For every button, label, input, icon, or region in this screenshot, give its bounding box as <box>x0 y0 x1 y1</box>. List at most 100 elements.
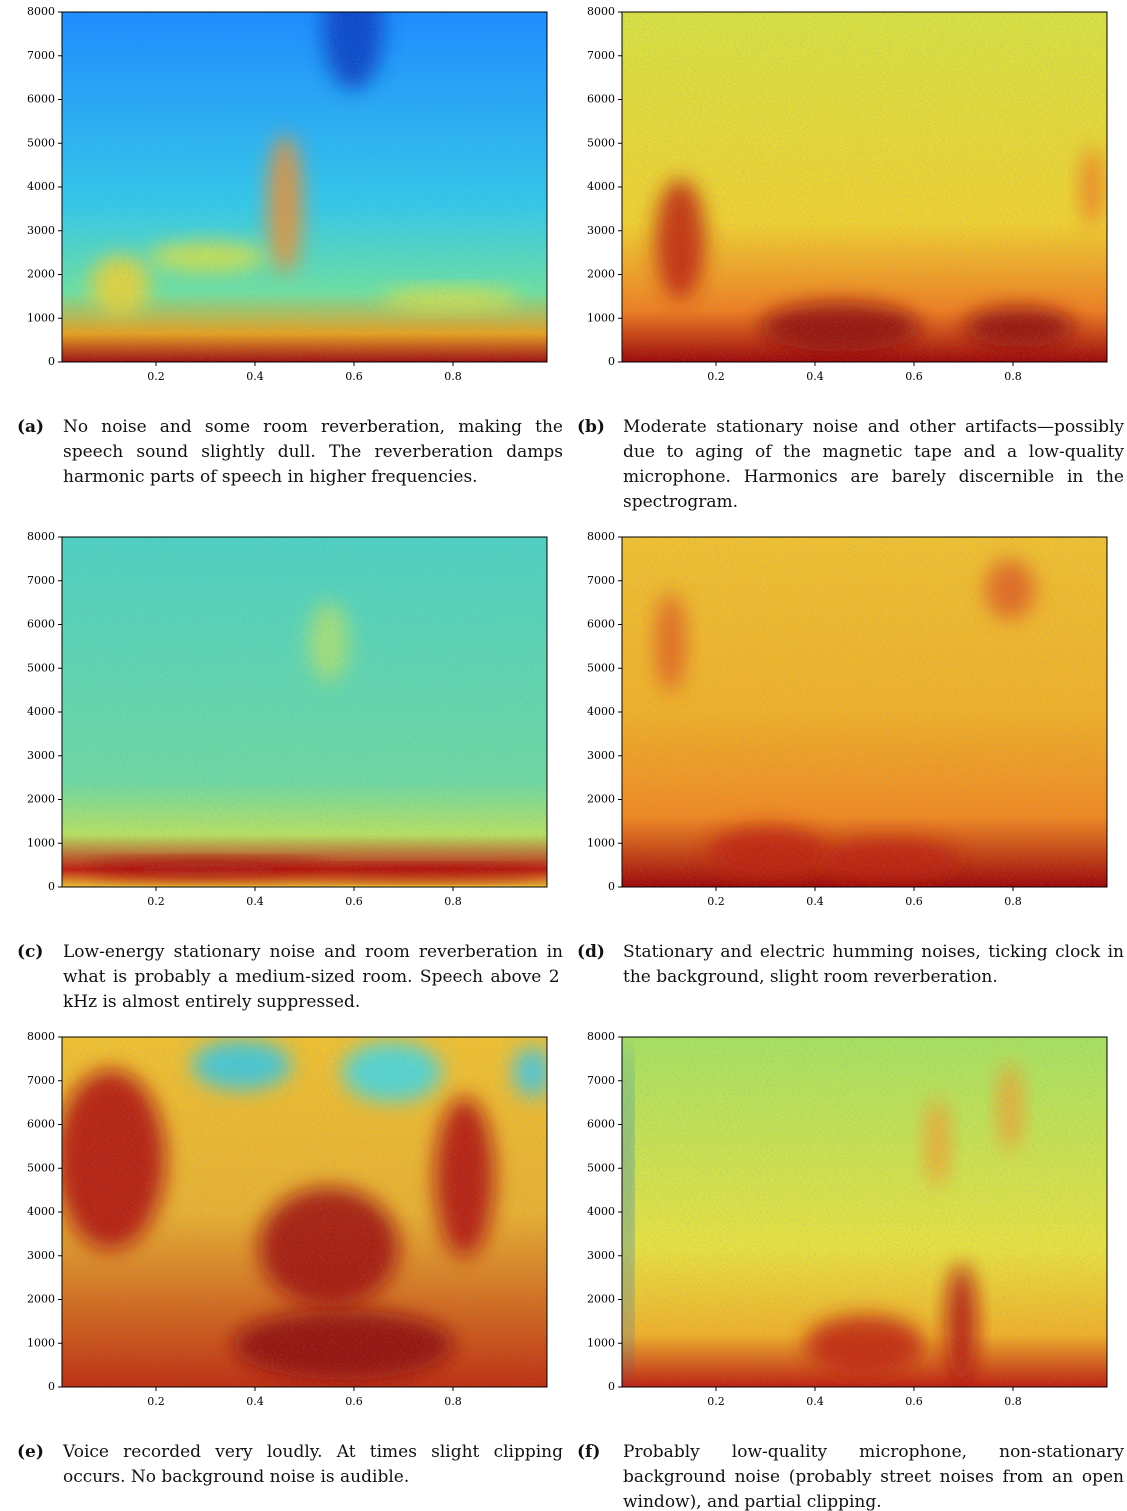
y-tick-label: 2000 <box>27 793 55 806</box>
y-tick-label: 8000 <box>587 1030 615 1043</box>
y-tick-label: 2000 <box>587 793 615 806</box>
x-tick-label: 0.2 <box>707 895 725 908</box>
spectrogram-panel: 0 1000 2000 3000 4000 5000 6000 7000 8000 0.2 0.4 0… <box>27 1030 548 1408</box>
spectrogram-panel: 0 1000 2000 3000 4000 5000 6000 7000 8000 0.2 0.4 0… <box>587 1030 1108 1408</box>
y-tick-label: 6000 <box>27 93 55 106</box>
x-tick-label: 0.4 <box>806 1395 824 1408</box>
x-tick-label: 0.4 <box>806 895 824 908</box>
x-tick-label: 0.4 <box>246 895 264 908</box>
x-tick-label: 0.6 <box>345 1395 363 1408</box>
y-tick-label: 0 <box>608 355 615 368</box>
x-tick-label: 0.6 <box>905 370 923 383</box>
spectrogram-image <box>62 1037 547 1387</box>
y-tick-label: 5000 <box>587 1161 615 1174</box>
y-tick-label: 2000 <box>587 268 615 281</box>
y-tick-label: 8000 <box>27 530 55 543</box>
y-tick-label: 0 <box>48 880 55 893</box>
y-tick-label: 8000 <box>587 5 615 18</box>
x-tick-label: 0.8 <box>1004 895 1022 908</box>
y-tick-label: 7000 <box>587 574 615 587</box>
y-tick-label: 5000 <box>27 136 55 149</box>
x-tick-label: 0.8 <box>444 895 462 908</box>
x-tick-label: 0.8 <box>444 370 462 383</box>
spectrogram-panel: 0 1000 2000 3000 4000 5000 6000 7000 8000 0.2 0.4 0… <box>587 5 1108 383</box>
y-tick-label: 1000 <box>587 1336 615 1349</box>
subcaption: (b) Moderate stationary noise and other a… <box>577 415 1124 515</box>
y-tick-label: 1000 <box>27 836 55 849</box>
subcaption: (d) Stationary and electric humming noise… <box>577 940 1124 990</box>
y-tick-label: 1000 <box>587 311 615 324</box>
y-tick-label: 0 <box>608 1380 615 1393</box>
texture <box>622 12 1107 362</box>
texture <box>622 537 1107 887</box>
subcaption-label: (a) <box>17 417 45 437</box>
x-tick-label: 0.6 <box>345 370 363 383</box>
y-tick-label: 0 <box>608 880 615 893</box>
y-tick-label: 0 <box>48 1380 55 1393</box>
y-tick-label: 3000 <box>27 1249 55 1262</box>
y-tick-label: 5000 <box>27 1161 55 1174</box>
x-tick-label: 0.8 <box>1004 370 1022 383</box>
x-tick-label: 0.8 <box>1004 1395 1022 1408</box>
y-tick-label: 7000 <box>27 1074 55 1087</box>
x-tick-label: 0.4 <box>246 1395 264 1408</box>
spectrogram-image <box>622 12 1107 362</box>
y-tick-label: 4000 <box>587 1205 615 1218</box>
y-tick-label: 1000 <box>27 1336 55 1349</box>
y-tick-label: 7000 <box>587 1074 615 1087</box>
y-tick-label: 4000 <box>27 705 55 718</box>
y-tick-label: 4000 <box>587 705 615 718</box>
subcaption-text: Low-energy stationary noise and room rev… <box>63 942 563 1012</box>
subcaption-text: Stationary and electric humming noises, … <box>623 942 1124 987</box>
x-tick-label: 0.4 <box>246 370 264 383</box>
spectrogram-panel: 0 1000 2000 3000 4000 5000 6000 7000 8000 0.2 0.4 0… <box>587 530 1108 908</box>
subcaption-text: Moderate stationary noise and other arti… <box>623 417 1124 512</box>
x-tick-label: 0.2 <box>147 370 165 383</box>
subcaption: (e) Voice recorded very loudly. At times … <box>17 1440 563 1490</box>
y-tick-label: 3000 <box>27 224 55 237</box>
y-tick-label: 6000 <box>27 618 55 631</box>
subcaption-label: (e) <box>17 1442 44 1462</box>
y-tick-label: 3000 <box>27 749 55 762</box>
x-tick-label: 0.8 <box>444 1395 462 1408</box>
y-tick-label: 6000 <box>27 1118 55 1131</box>
subcaption-label: (b) <box>577 417 605 437</box>
y-tick-label: 1000 <box>587 836 615 849</box>
spectrogram-image <box>622 537 1107 887</box>
spectrogram-image <box>62 12 547 362</box>
y-tick-label: 2000 <box>587 1293 615 1306</box>
y-tick-label: 3000 <box>587 224 615 237</box>
texture <box>62 12 547 362</box>
y-tick-label: 4000 <box>27 1205 55 1218</box>
y-tick-label: 3000 <box>587 1249 615 1262</box>
y-tick-label: 6000 <box>587 93 615 106</box>
x-tick-label: 0.6 <box>905 1395 923 1408</box>
y-tick-label: 5000 <box>27 661 55 674</box>
spectrogram-panel: 0 1000 2000 3000 4000 5000 6000 7000 8000 0.2 0.4 0… <box>27 530 548 908</box>
y-tick-label: 4000 <box>27 180 55 193</box>
texture <box>62 537 547 887</box>
y-tick-label: 3000 <box>587 749 615 762</box>
y-tick-label: 4000 <box>587 180 615 193</box>
subcaption-label: (c) <box>17 942 44 962</box>
y-tick-label: 2000 <box>27 1293 55 1306</box>
y-tick-label: 1000 <box>27 311 55 324</box>
y-tick-label: 8000 <box>27 5 55 18</box>
spectrogram-image <box>622 1037 1107 1387</box>
x-tick-label: 0.2 <box>707 1395 725 1408</box>
y-tick-label: 8000 <box>27 1030 55 1043</box>
y-tick-label: 0 <box>48 355 55 368</box>
subcaption-text: No noise and some room reverberation, ma… <box>63 417 563 487</box>
y-tick-label: 6000 <box>587 618 615 631</box>
subcaption: (c) Low-energy stationary noise and room … <box>17 940 563 1015</box>
subcaption: (a) No noise and some room reverberation,… <box>17 415 563 490</box>
y-tick-label: 8000 <box>587 530 615 543</box>
texture <box>622 1037 1107 1387</box>
subcaption-label: (d) <box>577 942 605 962</box>
subcaption-text: Probably low-quality microphone, non-sta… <box>623 1442 1124 1511</box>
x-tick-label: 0.6 <box>345 895 363 908</box>
x-tick-label: 0.4 <box>806 370 824 383</box>
y-tick-label: 7000 <box>27 574 55 587</box>
subcaption-label: (f) <box>577 1442 601 1462</box>
